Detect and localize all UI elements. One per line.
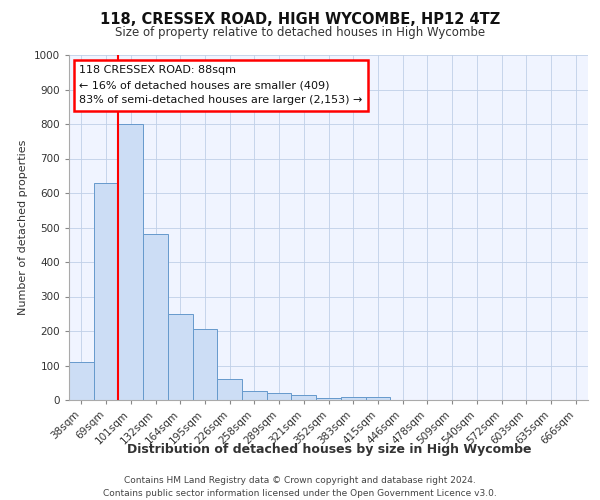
Bar bbox=[94, 182, 118, 400]
Bar bbox=[69, 362, 94, 400]
Text: 118 CRESSEX ROAD: 88sqm
← 16% of detached houses are smaller (409)
83% of semi-d: 118 CRESSEX ROAD: 88sqm ← 16% of detache… bbox=[79, 66, 363, 105]
Bar bbox=[118, 124, 143, 400]
Bar bbox=[267, 393, 292, 400]
Bar bbox=[242, 390, 267, 400]
Bar bbox=[365, 396, 390, 400]
Bar bbox=[292, 395, 316, 400]
Bar bbox=[217, 380, 242, 400]
Bar bbox=[193, 330, 217, 400]
Bar bbox=[316, 398, 341, 400]
Text: Distribution of detached houses by size in High Wycombe: Distribution of detached houses by size … bbox=[127, 442, 531, 456]
Bar bbox=[341, 396, 365, 400]
Bar bbox=[143, 234, 168, 400]
Bar bbox=[168, 314, 193, 400]
Text: Contains HM Land Registry data © Crown copyright and database right 2024.
Contai: Contains HM Land Registry data © Crown c… bbox=[103, 476, 497, 498]
Text: Size of property relative to detached houses in High Wycombe: Size of property relative to detached ho… bbox=[115, 26, 485, 39]
Y-axis label: Number of detached properties: Number of detached properties bbox=[18, 140, 28, 315]
Text: 118, CRESSEX ROAD, HIGH WYCOMBE, HP12 4TZ: 118, CRESSEX ROAD, HIGH WYCOMBE, HP12 4T… bbox=[100, 12, 500, 28]
